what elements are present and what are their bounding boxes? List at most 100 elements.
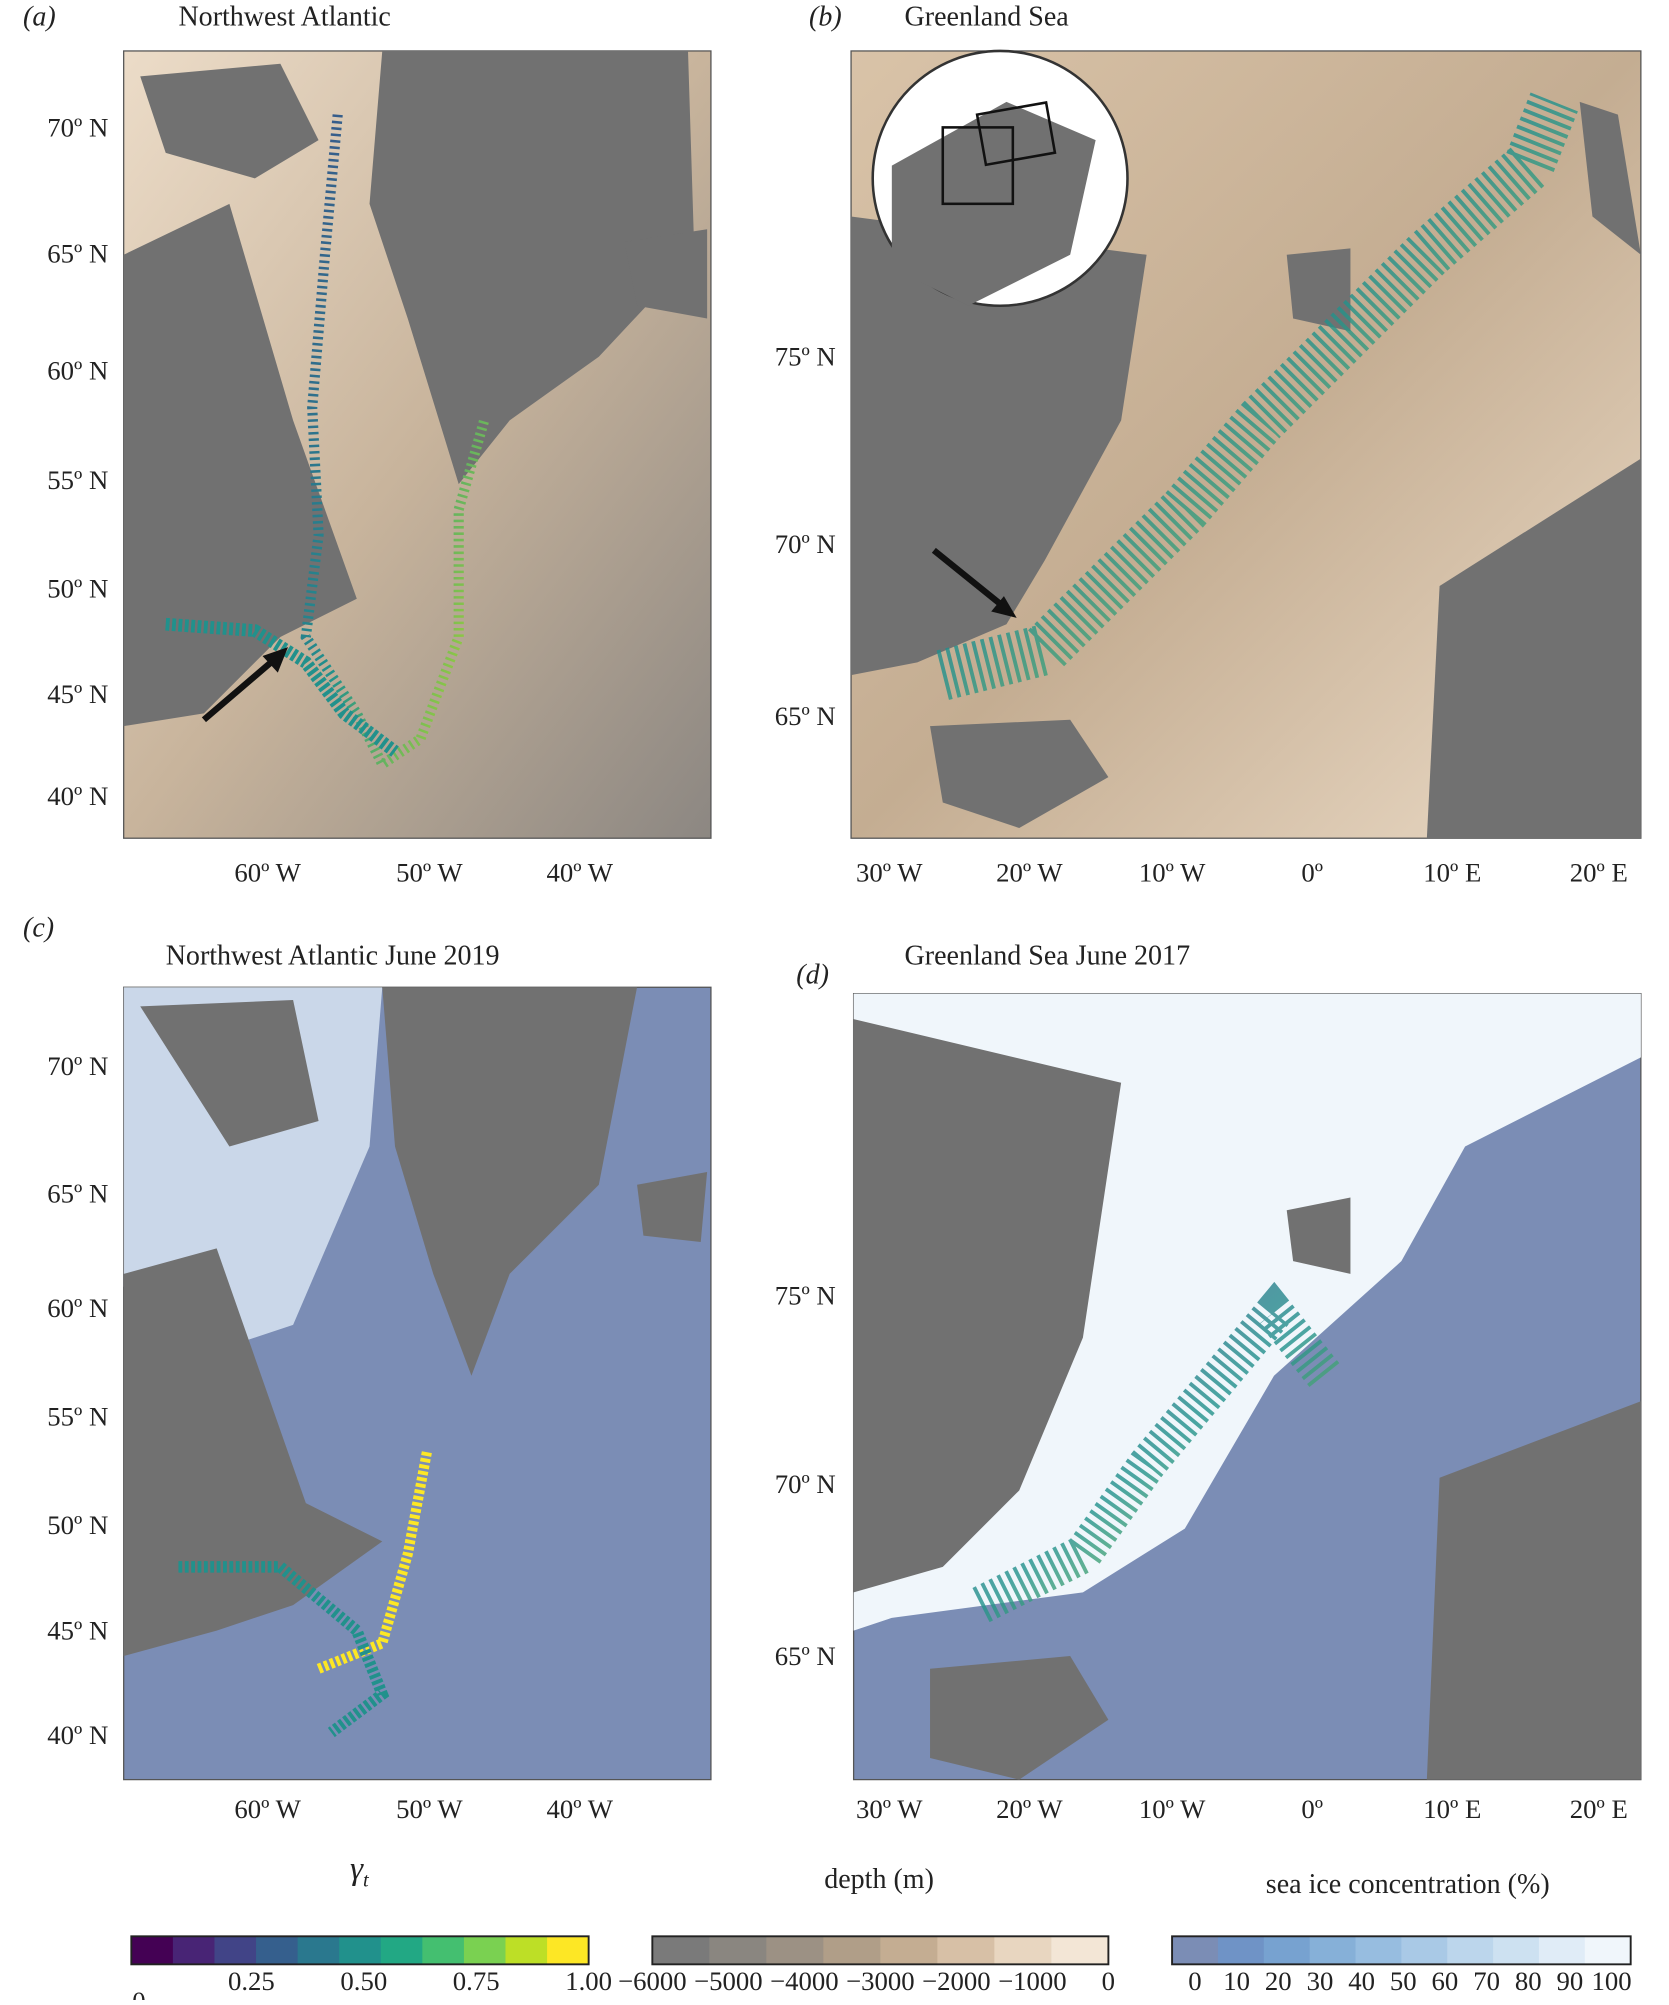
colorbar-swatch	[131, 1936, 174, 1965]
colorbar-swatch	[339, 1936, 382, 1965]
colorbar-tick-label: 0.25	[228, 1966, 275, 1996]
colorbar-swatch	[1538, 1936, 1586, 1965]
colorbar-tick-label: −1000	[998, 1966, 1067, 1996]
colorbar-swatch	[214, 1936, 257, 1965]
colorbar-swatch	[937, 1936, 996, 1965]
colorbar-swatch	[880, 1936, 939, 1965]
colorbar-tick-label: −4000	[770, 1966, 839, 1996]
lat-label: 50º N	[47, 573, 108, 603]
lat-label: 75º N	[775, 1280, 836, 1310]
panel-label: (a)	[23, 1, 56, 32]
lon-label: 60º W	[234, 1794, 301, 1824]
colorbar-swatch	[422, 1936, 465, 1965]
colorbar-frame	[130, 1935, 590, 1966]
lon-label: 20º E	[1570, 1794, 1628, 1824]
lon-label: 0º	[1301, 858, 1323, 888]
colorbar-swatch	[1172, 1936, 1219, 1965]
colorbar-tick-label: 100	[1592, 1966, 1632, 1996]
colorbar-swatch	[505, 1936, 548, 1965]
lat-label: 50º N	[47, 1510, 108, 1540]
lon-label: 20º E	[1570, 858, 1628, 888]
lat-label: 45º N	[47, 679, 108, 709]
colorbar-tick-label: 70	[1473, 1966, 1500, 1996]
lat-label: 45º N	[47, 1615, 108, 1645]
lon-label: 50º W	[396, 858, 463, 888]
map-b	[850, 49, 1642, 839]
colorbar-frame	[1171, 1935, 1632, 1966]
colorbar-tick-label: 0	[1102, 1966, 1115, 1996]
lat-label: 60º N	[47, 356, 108, 386]
lon-label: 20º W	[996, 1794, 1063, 1824]
lon-label: 40º W	[546, 1794, 613, 1824]
colorbar-swatch	[709, 1936, 767, 1965]
colorbar-tick-label: 40	[1348, 1966, 1375, 1996]
labels: (a) Northwest Atlantic 70º N 65º N 60º N 55º …	[23, 1, 1632, 2005]
colorbar-swatch	[1584, 1936, 1632, 1965]
lat-label: 75º N	[775, 342, 836, 372]
colorbar-frame	[651, 1935, 1110, 1966]
colorbar-tick-label: −5000	[694, 1966, 763, 1996]
colorbar-tick-label: 0.75	[453, 1966, 500, 1996]
colorbar-swatch	[1401, 1936, 1448, 1965]
colorbar-tick-label: 50	[1390, 1966, 1417, 1996]
colorbar-tick-label: 1.00	[565, 1966, 612, 1996]
lat-label: 70º N	[47, 1051, 108, 1081]
colorbar-tick-label: 60	[1432, 1966, 1459, 1996]
colorbar-swatch	[1447, 1936, 1494, 1965]
colorbar-swatch	[652, 1936, 710, 1965]
lon-label: 40º W	[546, 858, 613, 888]
colorbar-tick-label: 0	[1188, 1966, 1201, 1996]
colorbar-tick-label: 0.50	[340, 1966, 387, 1996]
colorbar-tick-label: 10	[1223, 1966, 1250, 1996]
lat-label: 65º N	[775, 701, 836, 731]
lat-label: 70º N	[47, 112, 108, 142]
lon-label: 50º W	[396, 1794, 463, 1824]
panel-label: (b)	[809, 1, 842, 32]
colorbar-swatch	[1263, 1936, 1311, 1965]
colorbar-title: sea ice concentration (%)	[1266, 1869, 1550, 1900]
panel-label: (c)	[23, 912, 54, 943]
colorbar-tick-label: −2000	[922, 1966, 991, 1996]
title-symbol: γ	[350, 1850, 364, 1887]
colorbar-swatch	[1355, 1936, 1403, 1965]
colorbar-tick-label: 20	[1265, 1966, 1292, 1996]
lon-label: 10º W	[1139, 1794, 1206, 1824]
colorbar-swatch	[994, 1936, 1053, 1965]
colorbar-tick-label: 90	[1557, 1966, 1584, 1996]
colorbar-title: γt	[350, 1850, 370, 1892]
lat-label: 65º N	[47, 1179, 108, 1209]
colorbar-swatch	[463, 1936, 507, 1965]
colorbar-title: depth (m)	[824, 1864, 934, 1895]
colorbar-tick-label: 80	[1515, 1966, 1542, 1996]
colorbar-tick-label: 0	[132, 1986, 145, 2000]
lat-label: 40º N	[47, 1720, 108, 1750]
map-c	[123, 986, 712, 1781]
colorbar-swatch	[256, 1936, 299, 1965]
colorbar-tick-label: −3000	[846, 1966, 915, 1996]
lat-label: 70º N	[775, 1469, 836, 1499]
colorbar-swatch	[766, 1936, 824, 1965]
colorbar-swatch	[1051, 1936, 1110, 1965]
colorbar-swatch	[172, 1936, 216, 1965]
colorbar-swatch	[823, 1936, 881, 1965]
lat-label: 55º N	[47, 1401, 108, 1431]
panel-title: Greenland Sea	[905, 1, 1070, 32]
panel-title: Northwest Atlantic	[178, 1, 390, 32]
lon-label: 20º W	[996, 858, 1063, 888]
lat-label: 40º N	[47, 781, 108, 811]
lon-label: 30º W	[856, 858, 923, 888]
colorbar-tick-label: −6000	[618, 1966, 687, 1996]
map-a	[123, 50, 712, 839]
lat-label: 70º N	[775, 529, 836, 559]
panel-label: (d)	[796, 959, 829, 990]
map-d	[852, 992, 1642, 1781]
lat-label: 60º N	[47, 1293, 108, 1323]
lon-label: 10º E	[1423, 858, 1481, 888]
lon-label: 30º W	[856, 1794, 923, 1824]
colorbar-swatch	[297, 1936, 340, 1965]
colorbar-swatch	[547, 1936, 590, 1965]
lat-label: 65º N	[775, 1641, 836, 1671]
title-subscript: t	[363, 1870, 370, 1892]
lat-label: 55º N	[47, 465, 108, 495]
